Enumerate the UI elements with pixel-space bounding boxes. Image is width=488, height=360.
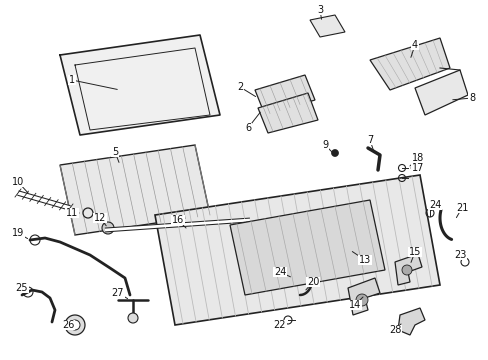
Text: 4: 4 — [411, 40, 417, 50]
Text: 5: 5 — [112, 147, 118, 157]
Polygon shape — [394, 254, 421, 285]
Text: 14: 14 — [348, 300, 360, 310]
Text: 2: 2 — [236, 82, 243, 92]
Circle shape — [70, 320, 80, 330]
Text: 21: 21 — [455, 203, 467, 213]
Text: 8: 8 — [468, 93, 474, 103]
Polygon shape — [155, 175, 439, 325]
Circle shape — [401, 265, 411, 275]
Text: 13: 13 — [358, 255, 370, 265]
Text: 22: 22 — [273, 320, 285, 330]
Polygon shape — [258, 93, 317, 133]
Circle shape — [355, 294, 367, 306]
Text: 12: 12 — [94, 213, 106, 223]
Text: 1: 1 — [69, 75, 75, 85]
Polygon shape — [60, 145, 209, 235]
Circle shape — [102, 222, 114, 234]
Text: 9: 9 — [321, 140, 327, 150]
Text: 17: 17 — [411, 163, 423, 173]
Text: 3: 3 — [316, 5, 323, 15]
Polygon shape — [309, 15, 345, 37]
Polygon shape — [60, 35, 220, 135]
Text: 27: 27 — [112, 288, 124, 298]
Circle shape — [331, 149, 338, 157]
Text: 16: 16 — [171, 215, 184, 225]
Polygon shape — [414, 70, 467, 115]
Circle shape — [65, 315, 85, 335]
Polygon shape — [254, 75, 314, 115]
Text: 28: 28 — [388, 325, 400, 335]
Polygon shape — [229, 200, 384, 295]
Text: 20: 20 — [306, 277, 319, 287]
Circle shape — [128, 313, 138, 323]
Polygon shape — [397, 308, 424, 335]
Polygon shape — [369, 38, 449, 90]
Text: 18: 18 — [411, 153, 423, 163]
Text: 24: 24 — [428, 200, 440, 210]
Text: 10: 10 — [12, 177, 24, 187]
Text: 19: 19 — [12, 228, 24, 238]
Text: 15: 15 — [408, 247, 420, 257]
Text: 26: 26 — [61, 320, 74, 330]
Text: 7: 7 — [366, 135, 372, 145]
Text: 6: 6 — [244, 123, 250, 133]
Text: 11: 11 — [66, 208, 78, 218]
Text: 25: 25 — [16, 283, 28, 293]
Text: 24: 24 — [273, 267, 285, 277]
Polygon shape — [347, 278, 379, 315]
Text: 23: 23 — [453, 250, 465, 260]
